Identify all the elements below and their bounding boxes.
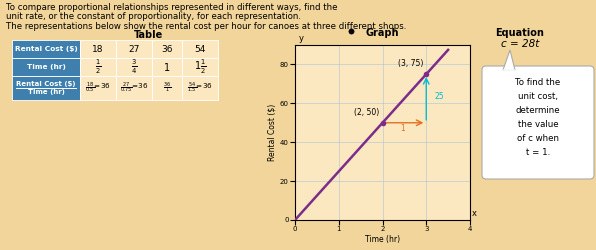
Text: To find the: To find the: [516, 78, 561, 87]
Text: Rental Cost ($): Rental Cost ($): [15, 46, 77, 52]
Text: $\frac{18}{0.5}$=36: $\frac{18}{0.5}$=36: [85, 81, 111, 95]
Text: (2, 50): (2, 50): [354, 108, 379, 117]
Y-axis label: Rental Cost ($): Rental Cost ($): [268, 104, 277, 161]
FancyBboxPatch shape: [12, 40, 80, 58]
Text: 27: 27: [128, 44, 139, 54]
FancyBboxPatch shape: [182, 40, 218, 58]
Text: $\frac{36}{1}$: $\frac{36}{1}$: [163, 81, 171, 95]
Text: $\frac{54}{1.5}$=36: $\frac{54}{1.5}$=36: [187, 81, 213, 95]
Text: 54: 54: [194, 44, 206, 54]
FancyBboxPatch shape: [152, 58, 182, 76]
FancyBboxPatch shape: [152, 40, 182, 58]
Text: unit rate, or the constant of proportionality, for each representation.: unit rate, or the constant of proportion…: [6, 12, 301, 21]
Text: 25: 25: [434, 92, 444, 102]
Text: $1\frac{1}{2}$: $1\frac{1}{2}$: [194, 58, 206, 76]
Text: 18: 18: [92, 44, 104, 54]
Text: $\frac{27}{0.75}$=36: $\frac{27}{0.75}$=36: [120, 81, 148, 95]
FancyBboxPatch shape: [12, 76, 80, 100]
Text: unit cost,: unit cost,: [518, 92, 558, 101]
Text: t = 1.: t = 1.: [526, 148, 550, 157]
Text: $\frac{3}{4}$: $\frac{3}{4}$: [131, 58, 137, 76]
Text: Table: Table: [134, 30, 163, 40]
Text: Equation: Equation: [495, 28, 544, 38]
Text: determine: determine: [516, 106, 560, 115]
Text: 36: 36: [162, 44, 173, 54]
Text: the value: the value: [518, 120, 558, 129]
FancyBboxPatch shape: [116, 58, 152, 76]
FancyBboxPatch shape: [482, 66, 594, 179]
Text: $1$: $1$: [163, 61, 170, 73]
Text: x: x: [472, 209, 477, 218]
FancyBboxPatch shape: [80, 40, 116, 58]
Text: y: y: [299, 34, 303, 43]
FancyBboxPatch shape: [12, 58, 80, 76]
FancyBboxPatch shape: [80, 76, 116, 100]
Polygon shape: [503, 50, 515, 70]
Text: of c when: of c when: [517, 134, 559, 143]
Text: Time (hr): Time (hr): [27, 64, 66, 70]
Text: c = 28t: c = 28t: [501, 39, 539, 49]
Text: Rental Cost ($): Rental Cost ($): [16, 81, 76, 87]
X-axis label: Time (hr): Time (hr): [365, 235, 400, 244]
Text: To compare proportional relationships represented in different ways, find the: To compare proportional relationships re…: [6, 3, 337, 12]
Text: 1: 1: [400, 124, 405, 132]
Text: $\frac{1}{2}$: $\frac{1}{2}$: [95, 58, 101, 76]
FancyBboxPatch shape: [152, 76, 182, 100]
FancyBboxPatch shape: [116, 40, 152, 58]
Text: (3, 75): (3, 75): [398, 60, 423, 68]
FancyBboxPatch shape: [182, 58, 218, 76]
Text: Graph: Graph: [366, 28, 399, 38]
Text: Time (hr): Time (hr): [27, 89, 64, 95]
FancyBboxPatch shape: [80, 58, 116, 76]
FancyBboxPatch shape: [116, 76, 152, 100]
Text: The representations below show the rental cost per hour for canoes at three diff: The representations below show the renta…: [6, 22, 406, 31]
FancyBboxPatch shape: [182, 76, 218, 100]
